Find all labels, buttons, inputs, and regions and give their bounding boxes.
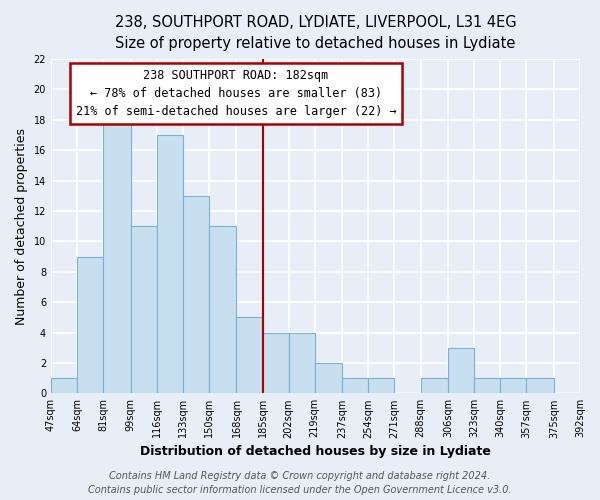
Bar <box>421 378 448 394</box>
Bar <box>448 348 474 394</box>
Bar <box>77 256 103 394</box>
Bar <box>51 378 77 394</box>
Bar <box>500 378 526 394</box>
Bar <box>131 226 157 394</box>
Bar <box>103 120 131 394</box>
Bar <box>368 378 394 394</box>
Bar <box>314 363 342 394</box>
Bar <box>289 332 314 394</box>
Text: 238 SOUTHPORT ROAD: 182sqm
← 78% of detached houses are smaller (83)
21% of semi: 238 SOUTHPORT ROAD: 182sqm ← 78% of deta… <box>76 69 397 118</box>
Bar <box>263 332 289 394</box>
X-axis label: Distribution of detached houses by size in Lydiate: Distribution of detached houses by size … <box>140 444 491 458</box>
Bar <box>209 226 236 394</box>
Bar <box>183 196 209 394</box>
Bar <box>474 378 500 394</box>
Bar <box>526 378 554 394</box>
Bar <box>236 318 263 394</box>
Bar <box>157 135 183 394</box>
Text: Contains HM Land Registry data © Crown copyright and database right 2024.
Contai: Contains HM Land Registry data © Crown c… <box>88 471 512 495</box>
Bar <box>342 378 368 394</box>
Y-axis label: Number of detached properties: Number of detached properties <box>15 128 28 324</box>
Title: 238, SOUTHPORT ROAD, LYDIATE, LIVERPOOL, L31 4EG
Size of property relative to de: 238, SOUTHPORT ROAD, LYDIATE, LIVERPOOL,… <box>115 15 516 51</box>
